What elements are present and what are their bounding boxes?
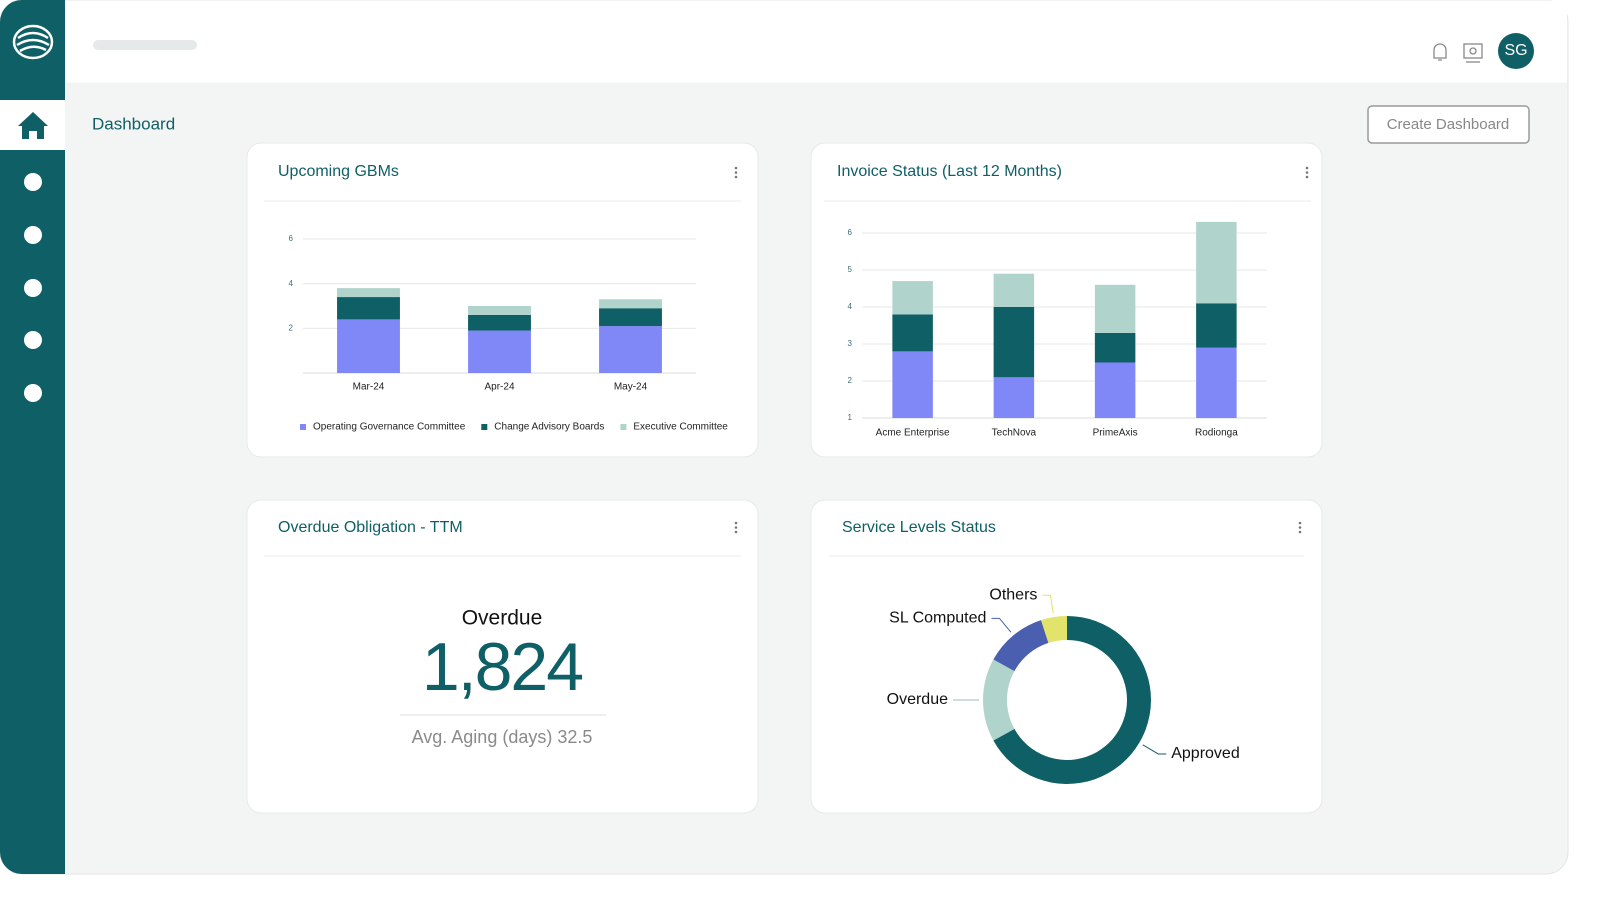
x-tick-label: Rodionga bbox=[1195, 428, 1238, 439]
avatar[interactable] bbox=[1498, 33, 1534, 69]
bell-icon[interactable] bbox=[1433, 43, 1447, 61]
donut-slice bbox=[982, 659, 1015, 741]
y-tick-label: 4 bbox=[289, 279, 294, 288]
legend-label: Change Advisory Boards bbox=[494, 422, 604, 433]
create-button[interactable] bbox=[1367, 105, 1530, 144]
sidebar bbox=[0, 0, 65, 874]
legend-swatch bbox=[481, 424, 488, 430]
bar-segment bbox=[337, 297, 400, 320]
x-tick-label: May-24 bbox=[614, 382, 648, 393]
card-title: Service Levels Status bbox=[842, 519, 996, 536]
donut-slice bbox=[1041, 616, 1067, 643]
leader-line bbox=[1142, 744, 1167, 755]
screen-icon[interactable] bbox=[1463, 43, 1483, 63]
leader-line bbox=[1042, 594, 1054, 614]
slice-label: Overdue bbox=[887, 691, 948, 708]
nav-item[interactable] bbox=[24, 173, 42, 191]
legend-label: Operating Governance Committee bbox=[313, 422, 466, 433]
x-tick-label: Acme Enterprise bbox=[876, 428, 950, 439]
card bbox=[246, 499, 759, 814]
logo bbox=[12, 24, 54, 60]
bar-segment bbox=[599, 326, 662, 373]
bar-segment bbox=[599, 299, 662, 309]
card bbox=[810, 142, 1323, 458]
y-tick-label: 5 bbox=[848, 265, 853, 274]
x-tick-label: Apr-24 bbox=[484, 382, 514, 393]
x-tick-label: Mar-24 bbox=[353, 382, 385, 393]
y-tick-label: 1 bbox=[848, 413, 853, 422]
legend-swatch bbox=[300, 424, 306, 430]
y-tick-label: 6 bbox=[848, 228, 853, 237]
card bbox=[810, 499, 1323, 814]
bar-segment bbox=[993, 273, 1035, 307]
leader-line bbox=[991, 617, 1012, 633]
bar-segment bbox=[468, 314, 531, 331]
bar-segment bbox=[599, 308, 662, 327]
kpi-value: 1,824 bbox=[422, 629, 582, 705]
bar-segment bbox=[993, 307, 1035, 378]
y-tick-label: 4 bbox=[848, 302, 853, 311]
card-title: Invoice Status (Last 12 Months) bbox=[837, 163, 1062, 180]
slice-label: SL Computed bbox=[889, 610, 986, 627]
bar-segment bbox=[1094, 284, 1136, 333]
x-tick-label: TechNova bbox=[992, 428, 1037, 439]
y-tick-label: 2 bbox=[848, 376, 853, 385]
top-bar bbox=[65, 0, 1567, 83]
card bbox=[246, 142, 759, 458]
create-button-label: Create Dashboard bbox=[1387, 116, 1510, 133]
kpi-label: Overdue bbox=[462, 607, 543, 630]
bar-segment bbox=[993, 377, 1035, 418]
home-icon bbox=[18, 112, 48, 139]
bar-segment bbox=[468, 306, 531, 315]
bar-segment bbox=[892, 281, 933, 315]
y-tick-label: 6 bbox=[289, 234, 294, 243]
nav-item[interactable] bbox=[24, 226, 42, 244]
bar-segment bbox=[337, 319, 400, 373]
y-tick-label: 2 bbox=[289, 323, 294, 332]
x-tick-label: PrimeAxis bbox=[1093, 428, 1138, 439]
bar-segment bbox=[337, 288, 400, 298]
bar-segment bbox=[1094, 362, 1136, 418]
bar-segment bbox=[1196, 347, 1237, 418]
bar-segment bbox=[892, 314, 933, 352]
bar-segment bbox=[1094, 332, 1136, 363]
slice-label: Others bbox=[989, 587, 1037, 604]
bar-segment bbox=[892, 351, 933, 418]
bar-segment bbox=[1196, 303, 1237, 348]
frame bbox=[0, 0, 1569, 875]
y-tick-label: 3 bbox=[848, 339, 853, 348]
nav-item[interactable] bbox=[24, 384, 42, 402]
card-title: Overdue Obligation - TTM bbox=[278, 519, 463, 536]
card-title: Upcoming GBMs bbox=[278, 163, 399, 180]
avatar-initials: SG bbox=[1504, 42, 1527, 59]
bar-segment bbox=[468, 330, 531, 373]
breadcrumb[interactable]: Dashboard bbox=[92, 114, 175, 133]
legend-label: Executive Committee bbox=[633, 422, 728, 433]
kpi-subtext: Avg. Aging (days) 32.5 bbox=[412, 727, 593, 747]
donut-slice bbox=[993, 620, 1049, 672]
search-placeholder bbox=[93, 40, 197, 50]
nav-item[interactable] bbox=[24, 331, 42, 349]
donut-slice bbox=[993, 616, 1152, 784]
nav-item[interactable] bbox=[24, 279, 42, 297]
bar-segment bbox=[1196, 221, 1237, 304]
legend-swatch bbox=[620, 424, 627, 430]
slice-label: Approved bbox=[1171, 745, 1240, 762]
